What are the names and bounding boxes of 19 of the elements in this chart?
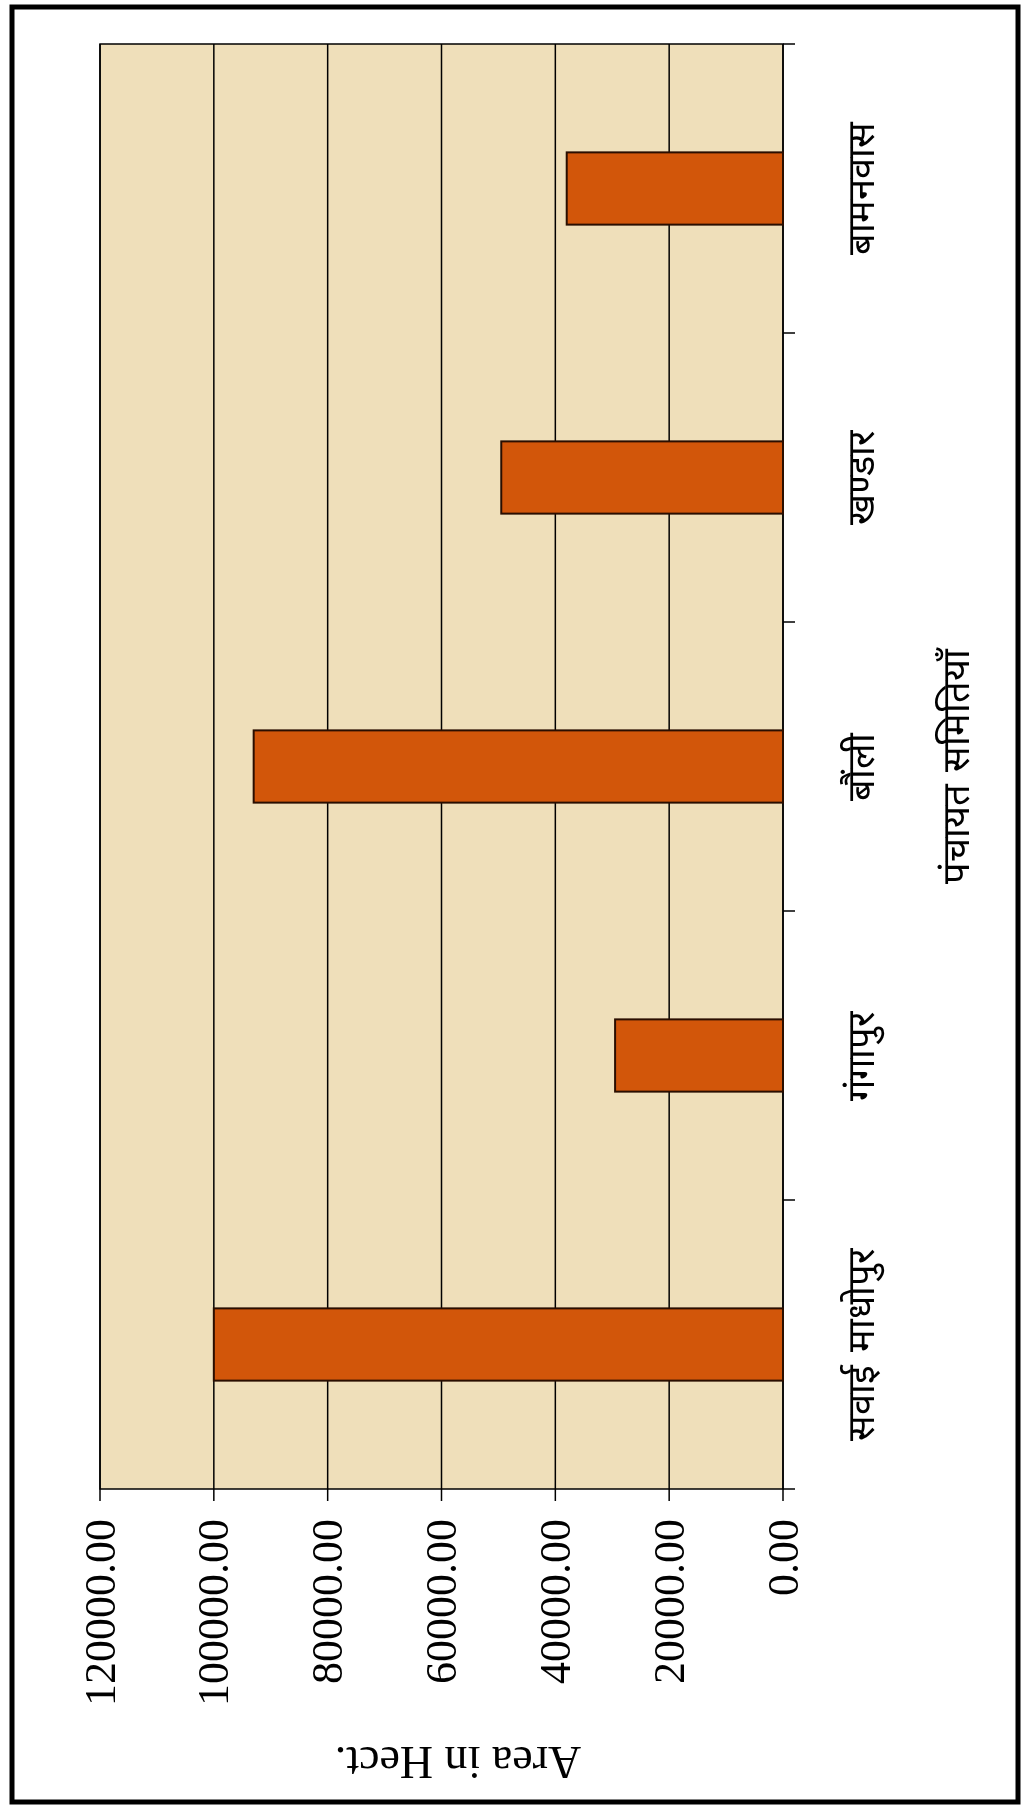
y-tick-label: गंगापुर xyxy=(839,1009,885,1101)
y-axis-title: पंचायत समितियाँ xyxy=(934,646,978,885)
x-tick-label: 100000.00 xyxy=(189,1519,239,1706)
bar xyxy=(500,440,784,515)
y-tick-label: सवाई माधोपुर xyxy=(839,1247,885,1441)
y-tick-label: बौंली xyxy=(839,731,883,801)
x-tick-label: 20000.00 xyxy=(644,1519,694,1684)
bar xyxy=(252,729,784,804)
x-axis-title: Area in Hect. xyxy=(334,1736,582,1788)
x-tick-label: 60000.00 xyxy=(417,1519,466,1684)
x-tick-label: 0.00 xyxy=(758,1519,808,1596)
y-tick-label: खण्डार xyxy=(839,429,883,525)
x-tick-label: 120000.00 xyxy=(75,1519,125,1706)
y-tick-label: बामनवास xyxy=(839,121,883,255)
x-tick-label: 40000.00 xyxy=(530,1519,580,1684)
bar xyxy=(212,1307,784,1382)
bar xyxy=(614,1018,784,1093)
x-tick-label: 80000.00 xyxy=(303,1519,353,1684)
bar xyxy=(565,151,784,226)
